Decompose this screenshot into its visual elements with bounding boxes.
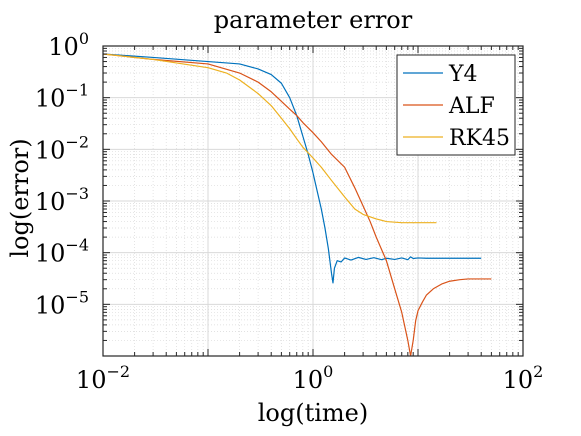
legend-label: Y4	[448, 62, 478, 87]
y-tick-label: 10−4	[35, 236, 89, 268]
series-line-alf	[103, 53, 492, 356]
legend: Y4 ALF RK45	[396, 54, 516, 156]
y-tick-labels: 100 10−1 10−2 10−3 10−4 10−5	[35, 29, 89, 319]
series-line-rk45	[103, 53, 437, 224]
series-layer	[103, 53, 492, 356]
legend-label: RK45	[449, 126, 510, 151]
series-line-y4	[103, 53, 482, 284]
x-tick-label: 10−2	[76, 362, 130, 394]
tick-marks	[102, 45, 524, 357]
chart-title: parameter error	[214, 6, 413, 34]
x-tick-label: 102	[503, 362, 544, 394]
y-tick-label: 100	[48, 29, 89, 61]
y-tick-label: 10−3	[35, 184, 89, 216]
y-tick-label: 10−1	[35, 81, 89, 113]
x-axis-label: log(time)	[258, 399, 369, 427]
y-tick-label: 10−5	[35, 287, 89, 319]
x-tick-label: 100	[293, 362, 334, 394]
x-tick-labels: 10−2 100 102	[76, 362, 543, 394]
y-tick-label: 10−2	[35, 132, 89, 164]
y-axis-label: log(error)	[6, 138, 34, 257]
legend-label: ALF	[448, 94, 495, 119]
